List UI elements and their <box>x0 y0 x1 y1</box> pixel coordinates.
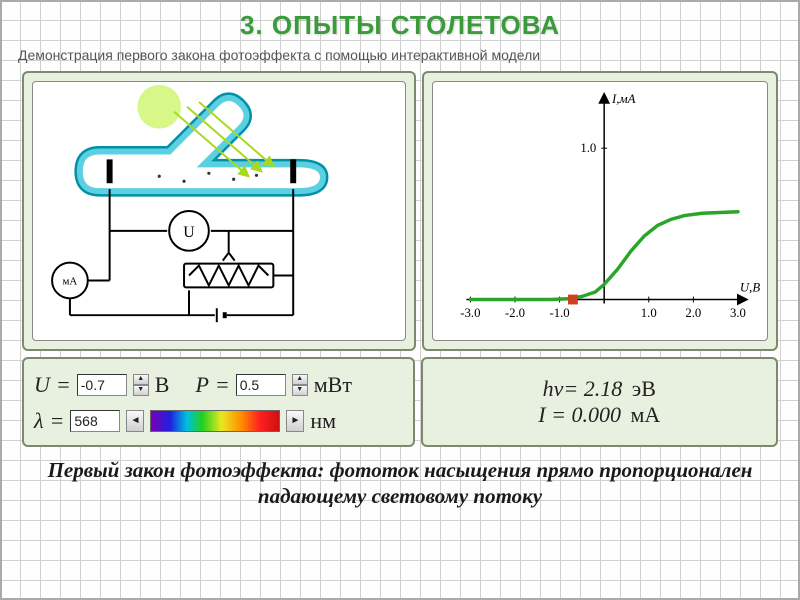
svg-text:2.0: 2.0 <box>685 306 701 320</box>
panels-row: U мА -3.0 -2.0 -1.0 1.0 2.0 3.0 1.0 U,В I,мА <box>2 71 798 351</box>
chart-panel: -3.0 -2.0 -1.0 1.0 2.0 3.0 1.0 U,В I,мА <box>422 71 778 351</box>
svg-text:-2.0: -2.0 <box>504 306 524 320</box>
wiring <box>52 189 293 322</box>
label-lambda: λ <box>34 408 44 434</box>
phototube <box>80 98 323 191</box>
voltmeter-label: U <box>183 224 195 241</box>
chart-canvas: -3.0 -2.0 -1.0 1.0 2.0 3.0 1.0 U,В I,мА <box>432 81 768 341</box>
svg-text:1.0: 1.0 <box>640 306 656 320</box>
readout-I: I = 0.000 мА <box>538 402 660 428</box>
label-P: P <box>195 372 208 398</box>
circuit-svg: U мА <box>33 82 405 340</box>
svg-text:I,мА: I,мА <box>611 92 636 106</box>
spinner-down-icon[interactable]: ▼ <box>133 385 149 396</box>
label-U: U <box>34 372 50 398</box>
equals: = <box>50 408 65 434</box>
spinner-P[interactable]: ▲ ▼ <box>292 374 308 396</box>
readouts-panel: hν= 2.18 эВ I = 0.000 мА <box>421 357 778 447</box>
circuit-canvas: U мА <box>32 81 406 341</box>
spectrum-bar[interactable] <box>150 410 280 432</box>
svg-text:U,В: U,В <box>739 281 759 295</box>
controls-row: U = -0.7 ▲ ▼ В P = 0.5 ▲ ▼ мВт λ = 568 ◄… <box>2 351 798 447</box>
controls-left: U = -0.7 ▲ ▼ В P = 0.5 ▲ ▼ мВт λ = 568 ◄… <box>22 357 415 447</box>
readout-hv-unit: эВ <box>632 376 656 401</box>
spinner-down-icon[interactable]: ▼ <box>292 385 308 396</box>
row-lambda: λ = 568 ◄ ► нм <box>34 403 403 439</box>
arrow-right-icon[interactable]: ► <box>286 410 304 432</box>
readout-hv-label: hν= <box>543 376 579 401</box>
unit-P: мВт <box>314 372 352 398</box>
svg-text:-1.0: -1.0 <box>549 306 569 320</box>
readout-I-value: 0.000 <box>571 402 621 427</box>
equals: = <box>56 372 71 398</box>
unit-U: В <box>155 372 170 398</box>
ammeter-label: мА <box>63 275 78 287</box>
readout-I-unit: мА <box>630 402 660 427</box>
svg-text:3.0: 3.0 <box>730 306 746 320</box>
input-lambda[interactable]: 568 <box>70 410 120 432</box>
equals: = <box>215 372 230 398</box>
unit-lambda: нм <box>310 408 336 434</box>
input-P[interactable]: 0.5 <box>236 374 286 396</box>
svg-text:1.0: 1.0 <box>580 141 596 155</box>
iv-chart: -3.0 -2.0 -1.0 1.0 2.0 3.0 1.0 U,В I,мА <box>433 82 767 340</box>
spinner-U[interactable]: ▲ ▼ <box>133 374 149 396</box>
conclusion-text: Первый закон фотоэффекта: фототок насыще… <box>2 447 798 510</box>
circuit-panel: U мА <box>22 71 416 351</box>
svg-text:-3.0: -3.0 <box>460 306 480 320</box>
spinner-up-icon[interactable]: ▲ <box>292 374 308 385</box>
readout-hv-value: 2.18 <box>584 376 623 401</box>
input-U[interactable]: -0.7 <box>77 374 127 396</box>
arrow-left-icon[interactable]: ◄ <box>126 410 144 432</box>
readout-I-label: I = <box>538 402 566 427</box>
spinner-up-icon[interactable]: ▲ <box>133 374 149 385</box>
light-glow <box>137 85 181 129</box>
page-title: 3. ОПЫТЫ СТОЛЕТОВА <box>2 2 798 45</box>
row-U-P: U = -0.7 ▲ ▼ В P = 0.5 ▲ ▼ мВт <box>34 367 403 403</box>
readout-hv: hν= 2.18 эВ <box>543 376 656 402</box>
page-subtitle: Демонстрация первого закона фотоэффекта … <box>2 45 798 71</box>
